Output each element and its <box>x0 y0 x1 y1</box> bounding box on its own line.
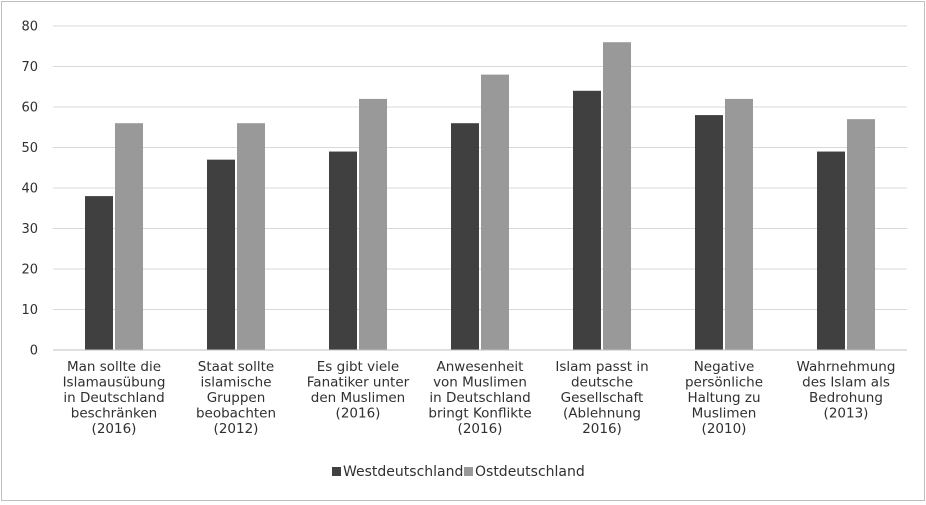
legend: Westdeutschland Ostdeutschland <box>332 464 585 480</box>
y-tick-label: 80 <box>21 20 38 35</box>
legend-swatch-ostdeutschland <box>464 467 473 476</box>
y-tick-label: 30 <box>21 222 38 237</box>
y-tick-label: 20 <box>21 263 38 278</box>
bar-ostdeutschland-3 <box>359 98 387 351</box>
category-label: Wahrnehmung des Islam als Bedrohung (2013) <box>797 359 896 422</box>
legend-label-ostdeutschland: Ostdeutschland <box>475 464 585 480</box>
category-label: Islam passt in deutsche Gesellschaft (Ableh… <box>555 359 648 437</box>
gridlines <box>53 25 907 310</box>
y-tick-label: 0 <box>30 344 38 359</box>
category-label: Man sollte die Islamausübung in Deutschlan… <box>63 359 166 437</box>
y-tick-label: 60 <box>21 101 38 116</box>
bar-ostdeutschland-2 <box>237 123 265 350</box>
legend-label-westdeutschland: Westdeutschland <box>343 464 463 480</box>
bar-ostdeutschland-1 <box>115 123 143 350</box>
category-labels: Man sollte die Islamausübung in Deutschlan… <box>63 359 896 437</box>
bar-westdeutschland-2 <box>207 159 235 350</box>
bar-westdeutschland-5 <box>573 90 601 351</box>
bar-westdeutschland-1 <box>85 196 113 350</box>
category-label: Staat sollte islamische Gruppen beobachten(… <box>196 359 276 437</box>
y-tick-label: 50 <box>21 141 38 156</box>
bar-westdeutschland-7 <box>817 151 845 350</box>
bars <box>85 42 875 351</box>
y-tick-label: 10 <box>21 303 38 318</box>
bar-westdeutschland-6 <box>695 115 723 350</box>
y-tick-label: 40 <box>21 182 38 197</box>
y-tick-label: 70 <box>21 60 38 75</box>
category-label: Negative persönliche Haltung zu Muslimen (20… <box>685 359 763 437</box>
bar-ostdeutschland-7 <box>847 119 875 351</box>
y-axis-tick-labels: 0 10 20 30 40 50 60 70 80 <box>21 20 38 359</box>
legend-swatch-westdeutschland <box>332 467 341 476</box>
category-label: Es gibt viele Fanatiker unter den Muslimen… <box>307 359 410 422</box>
bar-ostdeutschland-5 <box>603 42 631 350</box>
category-label: Anwesenheit von Muslimen in Deutschland bri… <box>428 359 531 437</box>
bar-westdeutschland-3 <box>329 151 357 350</box>
bar-ostdeutschland-6 <box>725 98 753 351</box>
bar-ostdeutschland-4 <box>481 74 509 350</box>
bar-westdeutschland-4 <box>451 123 479 350</box>
